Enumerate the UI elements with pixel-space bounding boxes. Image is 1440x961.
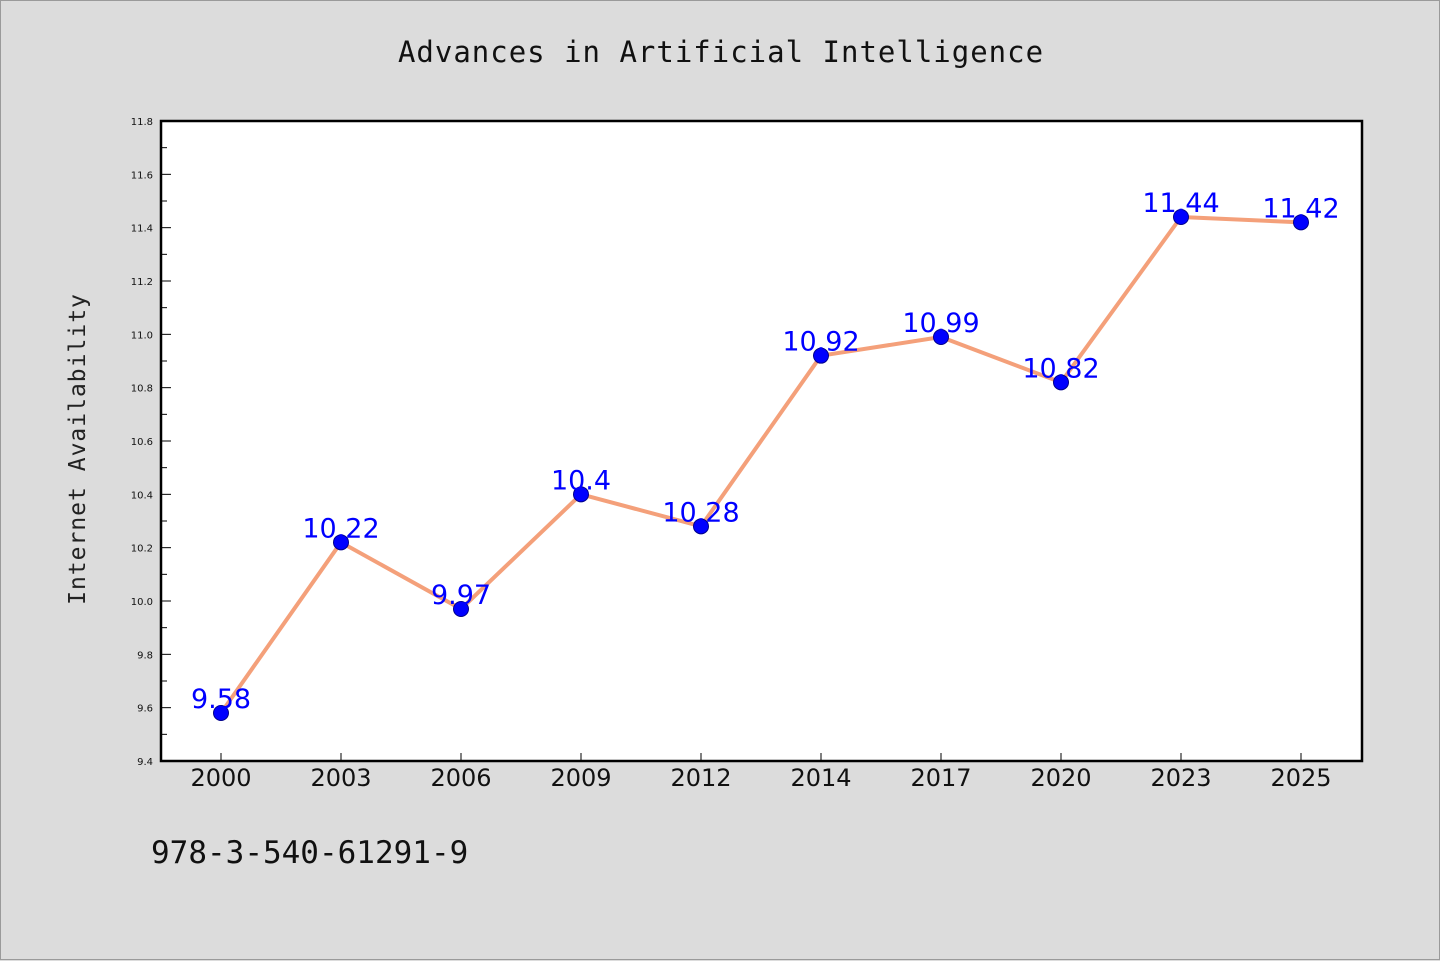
y-tick-label: 10.6 bbox=[131, 437, 153, 448]
data-point bbox=[1293, 214, 1309, 231]
data-point bbox=[1173, 209, 1189, 225]
x-tick-label: 2025 bbox=[1270, 764, 1331, 792]
chart-title: Advances in Artificial Intelligence bbox=[397, 35, 1045, 69]
data-label: 10.92 bbox=[782, 327, 859, 358]
y-tick-label: 11.8 bbox=[131, 117, 153, 128]
data-point bbox=[813, 347, 829, 364]
plot-frame bbox=[159, 119, 1364, 763]
data-label: 10.82 bbox=[1022, 353, 1099, 384]
data-label: 10.22 bbox=[302, 513, 379, 544]
x-tick-label: 2023 bbox=[1150, 764, 1211, 792]
y-tick-label: 9.8 bbox=[137, 650, 153, 661]
data-label: 11.44 bbox=[1142, 188, 1219, 219]
y-tick-label: 10.2 bbox=[131, 544, 153, 555]
y-tick-label: 10.0 bbox=[131, 597, 153, 608]
data-point bbox=[453, 601, 469, 617]
data-point bbox=[693, 518, 709, 535]
y-tick-label: 10.4 bbox=[131, 490, 153, 501]
data-label: 10.4 bbox=[551, 465, 611, 496]
x-tick-label: 2012 bbox=[670, 764, 731, 792]
data-point bbox=[213, 705, 229, 721]
x-tick-label: 2000 bbox=[190, 764, 251, 792]
data-label: 9.97 bbox=[431, 580, 491, 611]
x-tick-label: 2003 bbox=[310, 764, 371, 792]
x-tick-label: 2006 bbox=[430, 764, 491, 792]
data-point bbox=[1053, 374, 1069, 391]
series-line bbox=[219, 215, 1303, 715]
y-tick-label: 10.8 bbox=[131, 384, 153, 395]
footer-code: 978-3-540-61291-9 bbox=[151, 835, 469, 871]
data-point bbox=[333, 534, 349, 551]
data-label: 11.42 bbox=[1262, 193, 1339, 224]
x-tick-label: 2014 bbox=[790, 764, 851, 792]
y-tick-label: 11.2 bbox=[131, 277, 153, 288]
y-tick-label: 9.4 bbox=[137, 757, 153, 768]
x-tick-label: 2017 bbox=[910, 764, 971, 792]
y-tick-label: 11.0 bbox=[131, 330, 153, 341]
y-tick-label: 11.6 bbox=[131, 170, 153, 181]
data-point bbox=[573, 486, 589, 503]
data-label: 10.99 bbox=[902, 308, 979, 339]
data-label: 10.28 bbox=[662, 497, 739, 528]
y-tick-label: 11.4 bbox=[131, 224, 153, 235]
y-tick-label: 9.6 bbox=[137, 704, 153, 715]
x-tick-label: 2020 bbox=[1030, 764, 1091, 792]
data-label: 9.58 bbox=[191, 684, 251, 715]
data-point bbox=[933, 329, 949, 345]
x-tick-label: 2009 bbox=[550, 764, 611, 792]
